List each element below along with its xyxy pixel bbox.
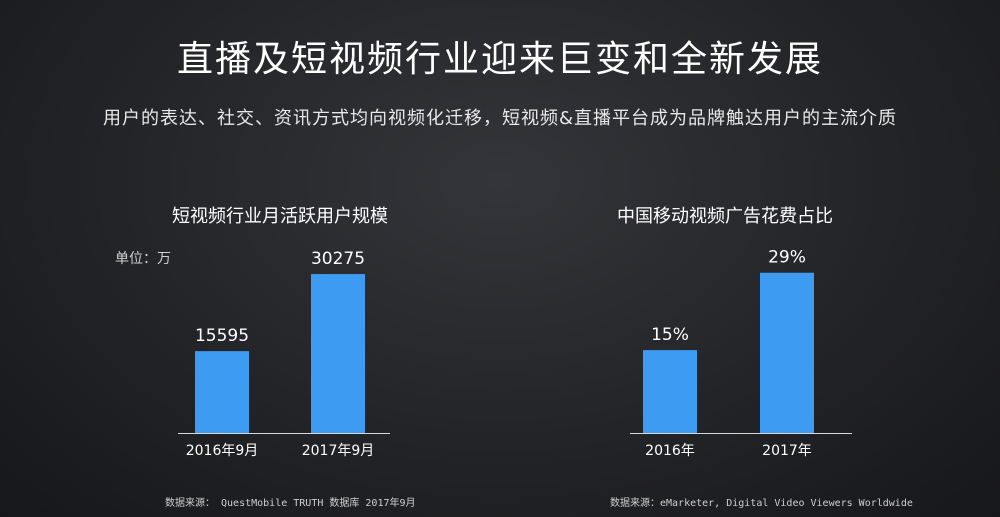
chart-1-category-label-2: 2017年9月 [302,443,375,459]
chart-1-value-label-2: 30275 [311,249,365,269]
chart-1-title: 短视频行业月活跃用户规模 [172,206,388,227]
chart-1-category-label-1: 2016年9月 [186,443,259,459]
chart-1-unit-label: 单位：万 [115,251,171,267]
chart-2-value-label-2: 29% [768,248,806,268]
chart-1-value-label-1: 15595 [195,326,249,346]
chart-1-bar-1 [195,351,249,433]
chart-2-value-label-1: 15% [651,325,689,345]
page-subtitle: 用户的表达、社交、资讯方式均向视频化迁移，短视频&直播平台成为品牌触达用户的主流… [102,108,898,129]
chart-2-source: 数据来源：eMarketer, Digital Video Viewers Wo… [610,498,913,509]
chart-2-category-label-1: 2016年 [645,443,695,459]
chart-2-category-label-2: 2017年 [762,443,812,459]
chart-1-bar-2 [311,274,365,433]
chart-2-bar-1 [643,350,697,433]
chart-2-bar-2 [760,272,814,433]
chart-2-title: 中国移动视频广告花费占比 [617,206,833,227]
page-title: 直播及短视频行业迎来巨变和全新发展 [176,39,823,80]
chart-1-source: 数据来源： QuestMobile TRUTH 数据库 2017年9月 [165,498,416,509]
